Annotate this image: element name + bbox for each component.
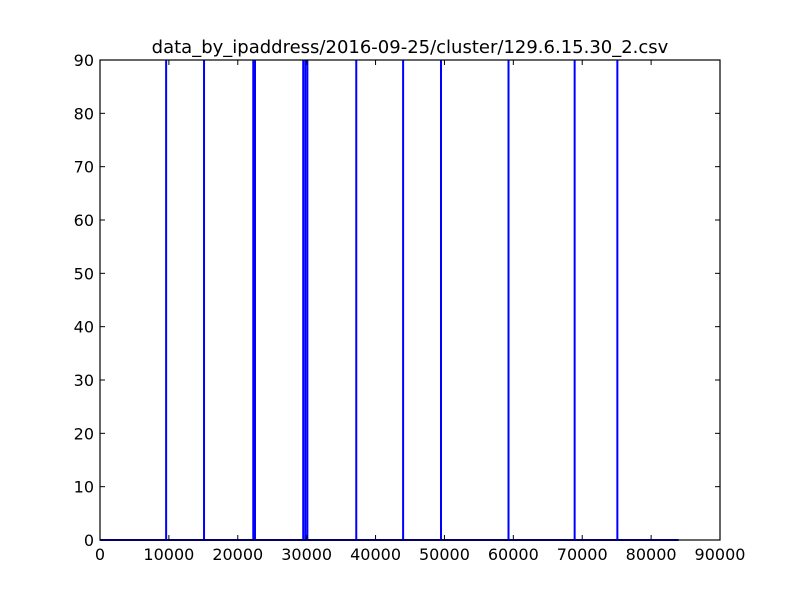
chart-title: data_by_ipaddress/2016-09-25/cluster/129…: [152, 37, 669, 58]
plot-area: 0 10000 20000 30000 40000 50000 60000 70000 8000…: [74, 51, 746, 564]
x-tick-label: 0: [95, 545, 105, 564]
x-tick-label: 80000: [626, 545, 677, 564]
x-tick-label: 30000: [281, 545, 332, 564]
y-tick-label: 70: [74, 158, 94, 177]
x-tick-label: 20000: [212, 545, 263, 564]
y-tick-label: 80: [74, 104, 94, 123]
axes-frame: [99, 59, 721, 541]
x-tick-label: 60000: [488, 545, 539, 564]
x-tick-label: 90000: [695, 545, 746, 564]
y-tick-label: 10: [74, 478, 94, 497]
y-tick-label: 50: [74, 264, 94, 283]
y-tick-label: 60: [74, 211, 94, 230]
y-tick-label: 20: [74, 424, 94, 443]
series-0: [100, 60, 679, 541]
y-tick-label: 90: [74, 51, 94, 70]
x-tick-label: 50000: [419, 545, 470, 564]
x-tick-label: 10000: [143, 545, 194, 564]
y-tick-label: 0: [84, 531, 94, 550]
y-tick-label: 30: [74, 371, 94, 390]
x-tick-label: 70000: [557, 545, 608, 564]
x-tick-label: 40000: [350, 545, 401, 564]
y-tick-label: 40: [74, 318, 94, 337]
